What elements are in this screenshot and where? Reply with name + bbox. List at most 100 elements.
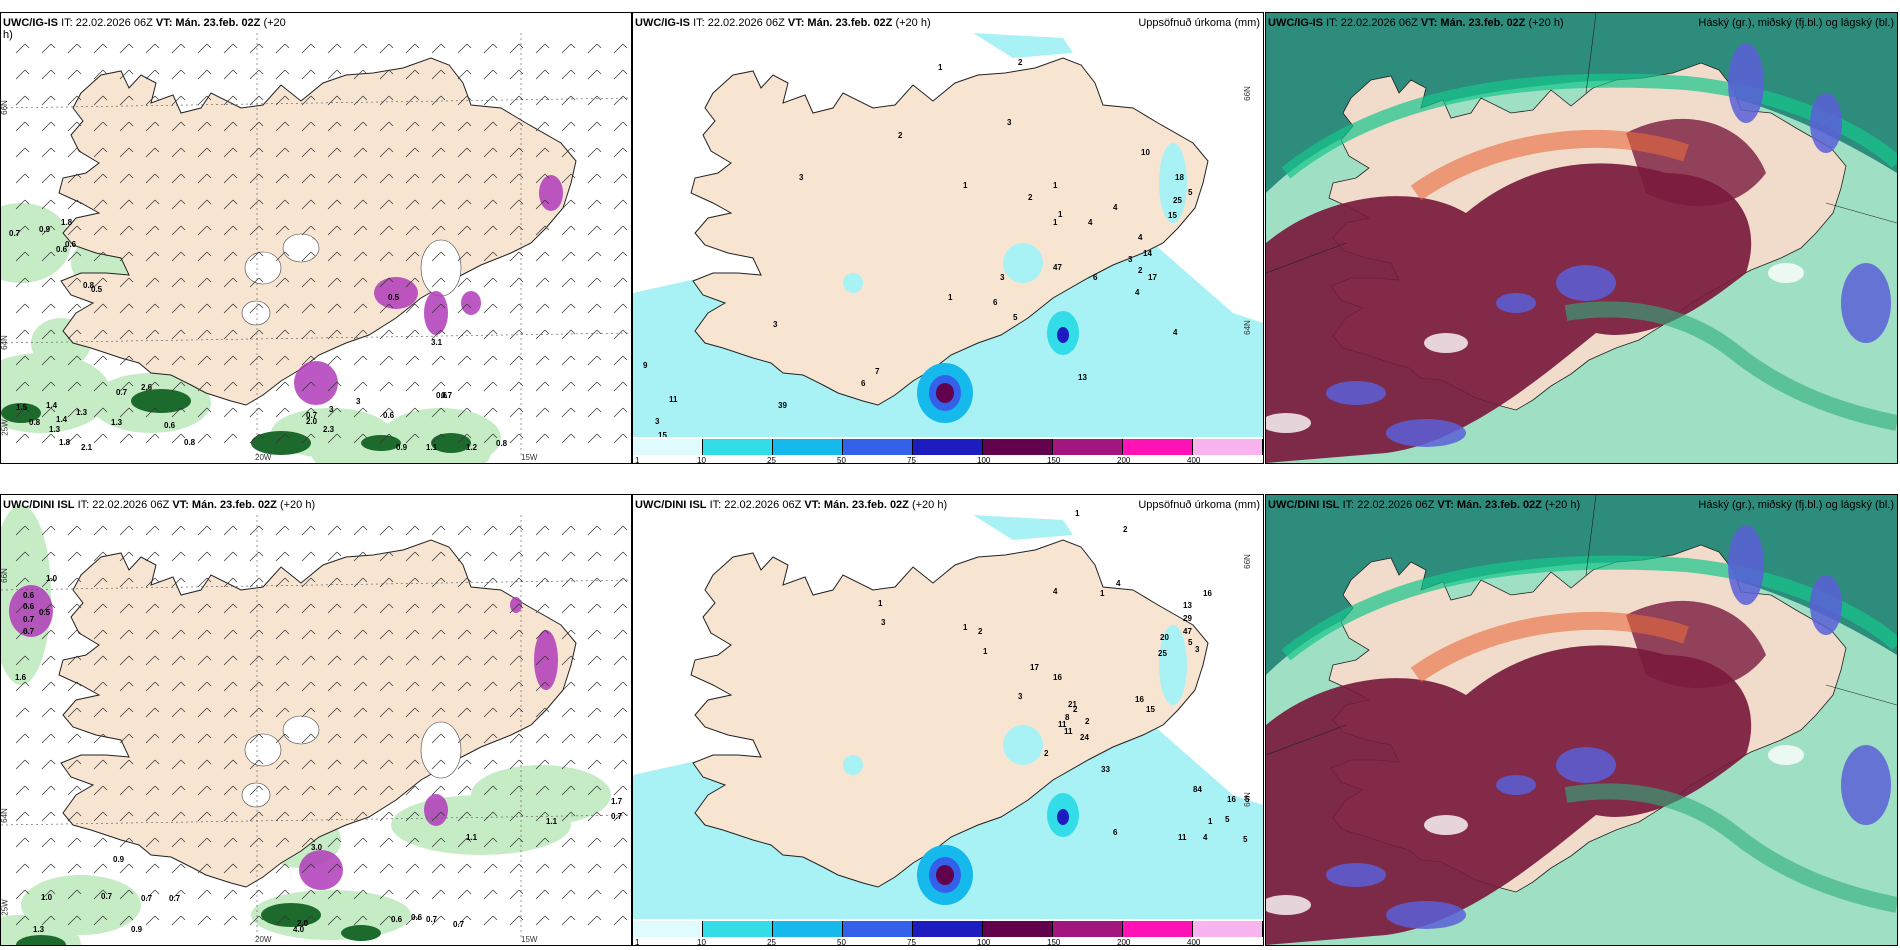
colorbar-tick-label: 10 xyxy=(697,938,706,946)
value-label: 1.3 xyxy=(49,425,61,434)
value-label: 15 xyxy=(658,431,667,440)
lon-label: 15W xyxy=(521,935,538,944)
value-label: 1.1 xyxy=(466,833,478,842)
value-label: 17 xyxy=(1030,663,1039,672)
value-label: 10 xyxy=(1141,148,1150,157)
lon-label-edge: 25W xyxy=(0,419,10,436)
value-label: 13 xyxy=(1078,373,1087,382)
lat-label: 66N xyxy=(1242,86,1252,101)
value-label: 15 xyxy=(1146,705,1155,714)
colorbar-segment xyxy=(1053,921,1123,937)
value-label: 33 xyxy=(1101,765,1110,774)
value-label: 9 xyxy=(643,361,648,370)
value-label: 0.7 xyxy=(101,892,113,901)
colorbar-segment xyxy=(913,439,983,455)
colorbar-tick-label: 200 xyxy=(1117,938,1131,946)
colorbar-segment xyxy=(703,439,773,455)
lon-label: 20W xyxy=(255,453,272,462)
precip-title: Uppsöfnuð úrkoma (mm) xyxy=(1138,499,1260,511)
value-label: 0.7 xyxy=(169,894,181,903)
value-label: 0.7 xyxy=(441,391,453,400)
value-label: 1.2 xyxy=(466,443,478,452)
value-label: 2 xyxy=(1044,749,1049,758)
value-label: 6 xyxy=(993,298,998,307)
value-label: 2.6 xyxy=(141,383,153,392)
lat-label: 64N xyxy=(0,335,9,350)
colorbar-segment xyxy=(633,921,703,937)
panel-clouds-ig: UWC/IG-IS IT: 22.02.2026 06Z VT: Mán. 23… xyxy=(1265,12,1898,464)
value-label: 4 xyxy=(1173,328,1178,337)
value-label: 1.7 xyxy=(611,797,623,806)
colorbar-segment xyxy=(1193,921,1263,937)
value-label: 4 xyxy=(1113,203,1118,212)
value-label: 14 xyxy=(1143,249,1152,258)
value-label: 21 xyxy=(1068,700,1077,709)
value-label: 6 xyxy=(1113,828,1118,837)
map-precip-ig xyxy=(633,13,1263,463)
colorbar-tick-label: 200 xyxy=(1117,456,1131,464)
value-label: 11 xyxy=(669,395,678,404)
value-label: 84 xyxy=(1193,785,1202,794)
value-label: 16 xyxy=(1135,695,1144,704)
value-label: 4 xyxy=(1138,233,1143,242)
value-label: 20 xyxy=(1160,633,1169,642)
panel-title: UWC/DINI ISL IT: 22.02.2026 06Z VT: Mán.… xyxy=(635,499,948,511)
value-label: 4 xyxy=(1088,218,1093,227)
value-label: 0.6 xyxy=(65,240,77,249)
value-label: 0.6 xyxy=(383,411,395,420)
value-label: 0.8 xyxy=(496,439,508,448)
value-label: 1.1 xyxy=(546,817,558,826)
value-label: 0.6 xyxy=(23,602,35,611)
value-label: 16 xyxy=(1053,673,1062,682)
colorbar-segment xyxy=(633,439,703,455)
panel-title: UWC/IG-IS IT: 22.02.2026 06Z VT: Mán. 23… xyxy=(635,17,931,29)
value-label: 0.8 xyxy=(29,418,41,427)
value-label: 1.0 xyxy=(46,574,58,583)
cloud-title: Háský (gr.), miðský (fj.bl.) og lágský (… xyxy=(1698,499,1894,511)
value-label: 0.8 xyxy=(83,281,95,290)
value-label: 3 xyxy=(1018,692,1023,701)
panel-clouds-dini: UWC/DINI ISL IT: 22.02.2026 06Z VT: Mán.… xyxy=(1265,494,1898,946)
value-label: 0.7 xyxy=(611,812,623,821)
map-wind-ig xyxy=(1,13,631,463)
value-label: 2 xyxy=(1073,705,1078,714)
value-label: 0.9 xyxy=(131,925,143,934)
value-label: 2 xyxy=(1085,717,1090,726)
panel-title: UWC/DINI ISL IT: 22.02.2026 06Z VT: Mán.… xyxy=(3,499,316,511)
value-label: 0.7 xyxy=(23,627,35,636)
colorbar-tick-label: 25 xyxy=(767,938,776,946)
value-label: 1 xyxy=(1053,218,1058,227)
value-label: 1 xyxy=(1208,817,1213,826)
value-label: 39 xyxy=(778,401,787,410)
value-label: 0.6 xyxy=(411,913,423,922)
colorbar-segment xyxy=(703,921,773,937)
value-label: 1 xyxy=(1053,181,1058,190)
value-label: 3 xyxy=(655,417,660,426)
value-label: 0.6 xyxy=(391,915,403,924)
value-label: 1 xyxy=(878,599,883,608)
colorbar-tick-label: 100 xyxy=(977,456,991,464)
value-label: 3 xyxy=(1128,255,1133,264)
colorbar: 1 10 25 50 75 100 150 200 400 xyxy=(633,919,1263,945)
colorbar: 1 10 25 50 75 100 150 200 400 xyxy=(633,437,1263,463)
colorbar-segment xyxy=(843,439,913,455)
colorbar-tick-label: 400 xyxy=(1187,456,1201,464)
value-label: 1.0 xyxy=(41,893,53,902)
panel-title: UWC/IG-IS IT: 22.02.2026 06Z VT: Mán. 23… xyxy=(1268,17,1564,29)
map-clouds-dini xyxy=(1266,495,1897,945)
value-label: 16 xyxy=(1203,589,1212,598)
panel-title: UWC/IG-IS IT: 22.02.2026 06Z VT: Mán. 23… xyxy=(3,17,286,41)
colorbar-tick-label: 100 xyxy=(977,938,991,946)
value-label: 1.3 xyxy=(76,408,88,417)
value-label: 1.8 xyxy=(59,438,71,447)
colorbar-tick-label: 50 xyxy=(837,456,846,464)
value-label: 1 xyxy=(963,181,968,190)
value-label: 2 xyxy=(1123,525,1128,534)
colorbar-tick-label: 25 xyxy=(767,456,776,464)
value-label: 3 xyxy=(1000,273,1005,282)
lat-label: 64N xyxy=(0,808,9,823)
lat-label: 66N xyxy=(1242,554,1252,569)
value-label: 3.0 xyxy=(311,843,323,852)
colorbar-tick-label: 1 xyxy=(635,456,640,464)
colorbar-segment xyxy=(773,921,843,937)
